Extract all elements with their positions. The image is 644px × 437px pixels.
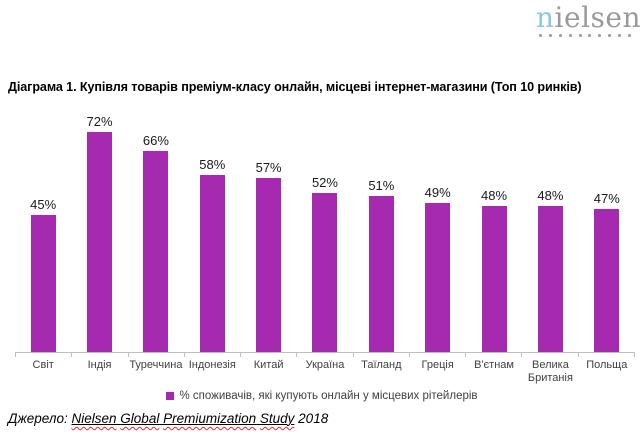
logo-dot [618,34,621,37]
category-label: Греція [421,359,454,371]
axis-tick [466,353,523,357]
bar-column: 52% [297,112,353,352]
logo-dot [608,34,612,37]
category-label: Туреччина [129,359,183,371]
logo-dot [539,34,542,37]
bar-column: 48% [466,112,522,352]
x-axis-ticks [15,353,635,357]
bar [481,206,507,352]
logo-dot [568,34,572,37]
bar [256,178,282,352]
bar-value-label: 51% [368,178,395,193]
axis-tick [241,353,298,357]
axis-tick [522,353,579,357]
bar [312,193,338,352]
source-link-word[interactable]: Study [259,411,295,426]
source-link-word[interactable]: Global [120,411,160,426]
nielsen-wordmark-rest: ielsen [554,1,641,34]
category-label: Польща [586,359,628,371]
bar [87,132,113,352]
logo-dot [598,34,602,37]
axis-tick [297,353,354,357]
chart-title: Діаграма 1. Купівля товарів преміум-клас… [8,80,582,94]
category-label: Таїланд [361,359,402,371]
axis-tick [354,353,410,357]
nielsen-wordmark-n: n [536,1,555,34]
bar-column: 51% [353,112,409,352]
axis-tick [129,353,185,357]
bar-column: 47% [579,112,635,352]
nielsen-logo-dots [536,34,634,37]
category-label: Велика Британія [527,359,573,385]
legend-label: % споживачів, які купують онлайн у місце… [179,390,478,402]
bar-value-label: 45% [30,197,57,212]
category-label: Світ [32,359,54,371]
bar-column: 66% [128,112,184,352]
axis-tick [15,353,73,357]
bar-value-label: 66% [142,133,169,148]
chart-legend: % споживачів, які купують онлайн у місце… [0,390,644,402]
bar-value-label: 49% [424,185,451,200]
nielsen-logo: nielsen [536,0,640,37]
source-line: Джерело: Nielsen Global Premiumization S… [8,411,328,426]
bar-column: 72% [71,112,127,352]
bar-value-label: 58% [199,157,226,172]
bar [537,206,563,352]
bar-value-label: 47% [593,191,620,206]
bar-value-label: 72% [86,114,113,129]
source-year: 2018 [294,411,329,426]
axis-tick [72,353,129,357]
logo-dot [627,34,631,37]
bar-column: 57% [240,112,296,352]
category-label: Індія [87,359,112,371]
bar [199,175,225,352]
axis-tick [579,353,635,357]
bar-value-label: 52% [311,175,338,190]
bar-column: 58% [184,112,240,352]
bar [594,209,620,352]
bar-value-label: 57% [255,160,282,175]
bar [425,203,451,352]
legend-marker-swatch [166,392,175,400]
logo-dot [558,34,562,37]
nielsen-wordmark: nielsen [536,0,640,35]
bar [143,151,169,352]
axis-tick [185,353,242,357]
category-label: Індонезія [188,359,236,371]
source-study-link[interactable]: Nielsen Global Premiumization Study [72,411,295,426]
bar-column: 49% [410,112,466,352]
bar-chart-plot-area: 45% 72% 66% 58% 57% 52% 51% 49% 48% 48% 47% [15,112,635,353]
bar [368,196,394,352]
bar-column: 45% [15,112,71,352]
category-label: Китай [253,359,284,371]
bar [30,215,56,352]
source-prefix: Джерело: [8,411,72,426]
x-axis-category-labels: Світ Індія Туреччина Індонезія Китай Україна Т… [15,359,635,385]
bar-value-label: 48% [537,188,564,203]
logo-dot [548,34,552,37]
source-link-word[interactable]: Premiumization [163,411,257,426]
category-label: В'єтнам [474,359,514,371]
logo-dot [578,34,582,37]
logo-dot [588,34,592,37]
bar-column: 48% [522,112,578,352]
source-link-word[interactable]: Nielsen [71,411,117,426]
category-label: Україна [305,359,345,371]
bar-value-label: 48% [481,188,508,203]
axis-tick [410,353,467,357]
